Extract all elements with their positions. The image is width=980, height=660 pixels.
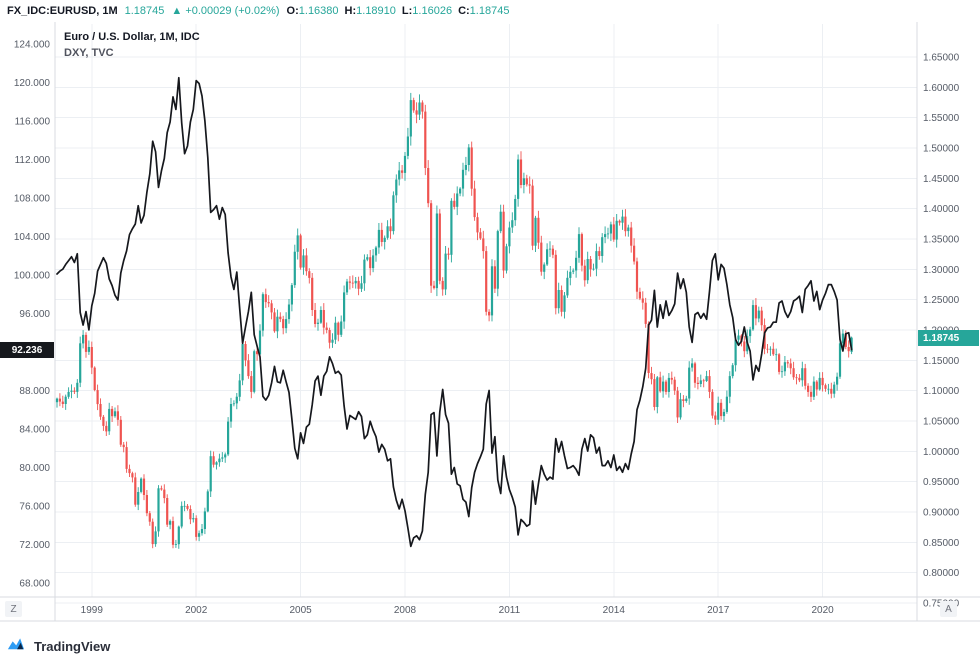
svg-text:0.85000: 0.85000 xyxy=(923,538,960,549)
svg-text:1.05000: 1.05000 xyxy=(923,417,960,428)
svg-text:0.90000: 0.90000 xyxy=(923,508,960,519)
svg-text:72.000: 72.000 xyxy=(19,540,50,551)
svg-text:1.45000: 1.45000 xyxy=(923,174,960,185)
time-axis[interactable]: 1999 2002 2005 2008 2011 2014 2017 2020 xyxy=(81,605,834,616)
svg-text:2017: 2017 xyxy=(707,605,730,616)
left-price-axis[interactable]: 124.000 120.000 116.000 112.000 108.000 104.0… xyxy=(14,40,51,590)
svg-text:1.35000: 1.35000 xyxy=(923,235,960,246)
svg-text:80.000: 80.000 xyxy=(19,463,50,474)
tradingview-brand[interactable]: TradingView xyxy=(34,639,111,654)
high-label: H: xyxy=(344,5,357,17)
eurusd-last-price-label: 1.18745 xyxy=(918,330,979,346)
svg-text:68.000: 68.000 xyxy=(19,579,50,590)
svg-text:124.000: 124.000 xyxy=(14,40,51,51)
dxy-last-price-label: 92.236 xyxy=(0,342,54,358)
symbol-info-bar: FX_IDC:EURUSD, 1M 1.18745 ▲ +0.00029 (+0… xyxy=(0,0,980,22)
open-price: 1.16380 xyxy=(298,5,339,17)
close-label: C: xyxy=(458,5,470,17)
svg-text:1999: 1999 xyxy=(81,605,104,616)
close-price: 1.18745 xyxy=(469,5,510,17)
last-price: 1.18745 xyxy=(124,5,165,17)
plot-borders xyxy=(0,22,980,622)
svg-text:2020: 2020 xyxy=(811,605,834,616)
low-label: L: xyxy=(401,5,413,17)
high-price: 1.18910 xyxy=(356,5,396,17)
chart-legend: Euro / U.S. Dollar, 1M, IDC DXY, TVC xyxy=(64,30,200,60)
low-price: 1.16026 xyxy=(412,5,453,17)
svg-text:1.60000: 1.60000 xyxy=(923,83,960,94)
close-value: C:1.18745 xyxy=(458,5,509,17)
chart-canvas[interactable]: 124.000 120.000 116.000 112.000 108.000 104.0… xyxy=(0,22,980,622)
symbol-name[interactable]: FX_IDC:EURUSD, 1M xyxy=(7,5,118,17)
svg-text:2008: 2008 xyxy=(394,605,417,616)
svg-text:1.55000: 1.55000 xyxy=(923,113,960,124)
svg-text:116.000: 116.000 xyxy=(15,117,51,128)
svg-text:1.30000: 1.30000 xyxy=(923,265,960,276)
grid-lines xyxy=(55,24,917,604)
footer: TradingView xyxy=(7,636,110,657)
dxy-line xyxy=(56,76,853,548)
svg-text:108.000: 108.000 xyxy=(14,194,51,205)
svg-text:2011: 2011 xyxy=(499,605,521,616)
svg-text:120.000: 120.000 xyxy=(14,78,51,89)
low-value: L:1.16026 xyxy=(402,5,452,17)
open-value: O:1.16380 xyxy=(287,5,339,17)
svg-text:1.10000: 1.10000 xyxy=(923,386,960,397)
svg-text:100.000: 100.000 xyxy=(14,271,51,282)
auto-scale-button[interactable]: A xyxy=(940,601,957,617)
svg-text:0.95000: 0.95000 xyxy=(923,477,960,488)
study-title[interactable]: DXY, TVC xyxy=(64,47,114,59)
tradingview-logo-icon[interactable] xyxy=(7,636,28,657)
svg-text:2014: 2014 xyxy=(603,605,626,616)
svg-text:104.000: 104.000 xyxy=(14,232,51,243)
bottom-left-corner-button[interactable]: Z xyxy=(5,601,22,617)
svg-text:96.000: 96.000 xyxy=(19,309,50,320)
open-label: O: xyxy=(286,5,299,17)
svg-text:112.000: 112.000 xyxy=(15,155,51,166)
svg-text:2002: 2002 xyxy=(185,605,208,616)
high-value: H:1.18910 xyxy=(345,5,396,17)
svg-text:1.25000: 1.25000 xyxy=(923,295,960,306)
svg-text:1.40000: 1.40000 xyxy=(923,204,960,215)
svg-text:1.50000: 1.50000 xyxy=(923,144,960,155)
price-change: ▲ +0.00029 (+0.02%) xyxy=(171,5,280,17)
svg-text:1.15000: 1.15000 xyxy=(923,356,960,367)
svg-text:88.000: 88.000 xyxy=(19,386,50,397)
svg-text:1.65000: 1.65000 xyxy=(923,53,960,64)
svg-text:1.00000: 1.00000 xyxy=(923,447,960,458)
svg-text:76.000: 76.000 xyxy=(19,502,50,513)
svg-text:2005: 2005 xyxy=(289,605,312,616)
main-series-title[interactable]: Euro / U.S. Dollar, 1M, IDC xyxy=(64,31,200,43)
eurusd-candles xyxy=(55,92,853,549)
svg-text:84.000: 84.000 xyxy=(19,425,50,436)
svg-text:0.80000: 0.80000 xyxy=(923,568,960,579)
